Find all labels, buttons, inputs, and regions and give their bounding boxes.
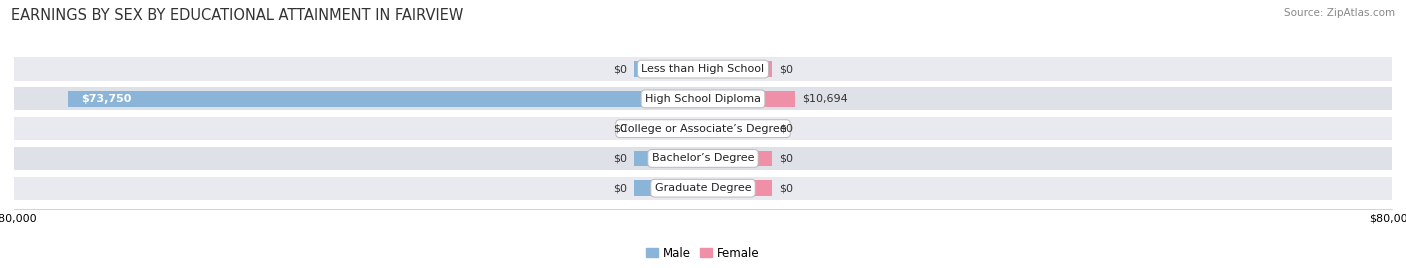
- Text: EARNINGS BY SEX BY EDUCATIONAL ATTAINMENT IN FAIRVIEW: EARNINGS BY SEX BY EDUCATIONAL ATTAINMEN…: [11, 8, 464, 23]
- Text: $0: $0: [779, 153, 793, 163]
- Text: College or Associate’s Degree: College or Associate’s Degree: [620, 124, 786, 134]
- Text: $0: $0: [613, 124, 627, 134]
- Bar: [634, 61, 703, 77]
- Text: High School Diploma: High School Diploma: [645, 94, 761, 104]
- Legend: Male, Female: Male, Female: [641, 242, 765, 264]
- Text: Graduate Degree: Graduate Degree: [655, 183, 751, 193]
- Bar: [703, 180, 772, 196]
- Bar: [703, 151, 772, 166]
- Text: $0: $0: [779, 183, 793, 193]
- Bar: [14, 177, 1392, 200]
- Bar: [703, 91, 796, 107]
- Text: $0: $0: [613, 153, 627, 163]
- Text: $0: $0: [613, 64, 627, 74]
- Text: $0: $0: [779, 64, 793, 74]
- Text: $10,694: $10,694: [801, 94, 848, 104]
- Bar: [634, 121, 703, 136]
- Bar: [634, 151, 703, 166]
- Bar: [67, 91, 703, 107]
- Text: Less than High School: Less than High School: [641, 64, 765, 74]
- Bar: [14, 57, 1392, 81]
- Text: $0: $0: [779, 124, 793, 134]
- Bar: [14, 117, 1392, 140]
- Bar: [14, 147, 1392, 170]
- Bar: [14, 87, 1392, 110]
- Text: $73,750: $73,750: [80, 94, 131, 104]
- Text: Bachelor’s Degree: Bachelor’s Degree: [652, 153, 754, 163]
- Bar: [703, 61, 772, 77]
- Bar: [634, 180, 703, 196]
- Text: Source: ZipAtlas.com: Source: ZipAtlas.com: [1284, 8, 1395, 18]
- Bar: [703, 121, 772, 136]
- Text: $0: $0: [613, 183, 627, 193]
